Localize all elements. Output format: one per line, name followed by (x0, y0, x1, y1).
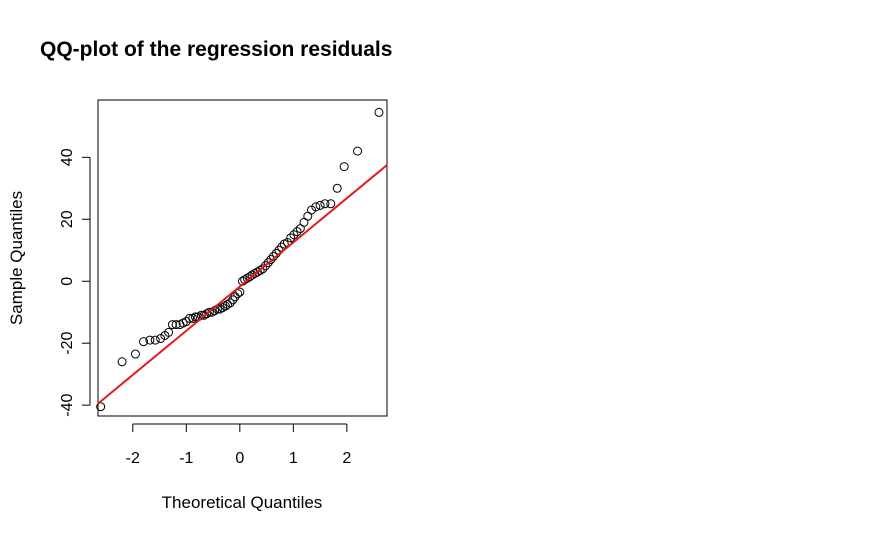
reference-line (97, 164, 388, 405)
data-point (164, 327, 174, 337)
data-point (130, 349, 140, 359)
data-point (250, 268, 260, 278)
data-point (353, 146, 363, 156)
reference-line-layer (97, 164, 388, 405)
data-point (261, 261, 271, 271)
data-point (202, 309, 212, 319)
data-point (235, 287, 245, 297)
data-point (286, 233, 296, 243)
y-tick-label: 0 (59, 277, 76, 286)
x-tick-label: -2 (126, 450, 140, 467)
data-point (150, 335, 160, 345)
data-point (332, 183, 342, 193)
y-tick-label: 40 (59, 148, 76, 166)
data-point (247, 270, 257, 280)
data-point (218, 303, 228, 313)
data-point (266, 255, 276, 265)
data-point (223, 299, 233, 309)
data-point (252, 267, 262, 277)
chart-title: QQ-plot of the regression residuals (40, 38, 393, 61)
data-point (190, 312, 200, 322)
y-axis: -40 -20 0 20 40 (59, 148, 91, 417)
y-tick-label: 20 (59, 210, 76, 228)
data-point (339, 162, 349, 172)
y-axis-label: Sample Quantiles (7, 191, 26, 325)
y-tick-label: -40 (59, 393, 76, 416)
data-point (374, 107, 384, 117)
data-point (215, 304, 225, 314)
x-tick-label: 2 (342, 450, 351, 467)
data-point (96, 402, 106, 412)
data-point (315, 200, 325, 210)
data-point (117, 357, 127, 367)
data-point (292, 227, 302, 237)
data-point (263, 258, 273, 268)
y-tick-label: -20 (59, 332, 76, 355)
plot-frame (97, 99, 388, 417)
x-tick-label: -1 (179, 450, 193, 467)
points-layer (96, 107, 384, 412)
data-point (311, 202, 321, 212)
x-axis: -2 -1 0 1 2 (126, 423, 351, 467)
data-point (199, 310, 209, 320)
data-point (228, 295, 238, 305)
data-point (245, 272, 255, 282)
data-point (225, 298, 235, 308)
data-point (220, 301, 230, 311)
data-point (167, 320, 177, 330)
data-point (258, 264, 268, 274)
data-point (171, 320, 181, 330)
data-point (204, 307, 214, 317)
data-point (326, 199, 336, 209)
data-point (320, 199, 330, 209)
data-point (145, 335, 155, 345)
data-point (289, 230, 299, 240)
data-point (138, 337, 148, 347)
data-point (185, 313, 195, 323)
x-axis-label: Theoretical Quantiles (162, 493, 323, 512)
data-point (188, 313, 198, 323)
data-point (230, 292, 240, 302)
x-tick-label: 0 (235, 450, 244, 467)
data-point (233, 289, 243, 299)
data-point (255, 265, 265, 275)
x-tick-label: 1 (289, 450, 298, 467)
